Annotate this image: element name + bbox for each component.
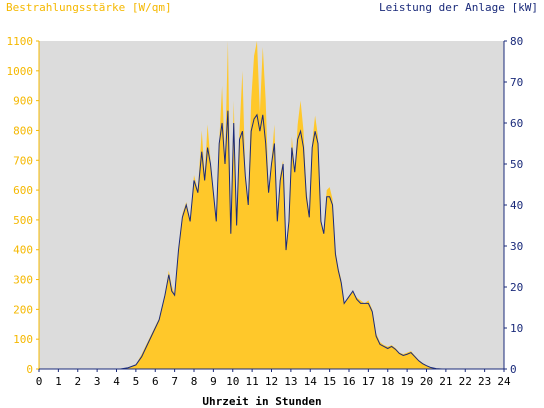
x-tick-label: 7	[171, 375, 178, 388]
right-tick-label: 60	[510, 117, 523, 130]
x-tick-label: 1	[55, 375, 62, 388]
left-tick-label: 800	[13, 124, 33, 137]
right-tick-label: 40	[510, 199, 523, 212]
left-axis-ticks: 0 100 200 300 400 500 600 700 800 900 1000 1100	[7, 35, 39, 376]
x-tick-label: 4	[113, 375, 120, 388]
left-tick-label: 500	[13, 214, 33, 227]
left-tick-label: 900	[13, 95, 33, 108]
right-tick-label: 70	[510, 76, 523, 89]
left-tick-label: 0	[26, 363, 33, 376]
right-tick-label: 10	[510, 322, 523, 335]
left-tick-label: 200	[13, 303, 33, 316]
x-tick-label: 23	[478, 375, 491, 388]
series-layer	[39, 41, 504, 370]
right-axis-ticks: 0 10 20 30 40 50 60 70 80	[504, 35, 523, 376]
left-axis-title: Bestrahlungsstärke [W/qm]	[6, 1, 172, 14]
left-tick-label: 1100	[7, 35, 34, 48]
x-tick-label: 21	[439, 375, 452, 388]
x-tick-label: 8	[191, 375, 198, 388]
x-tick-label: 0	[36, 375, 43, 388]
x-tick-label: 22	[459, 375, 472, 388]
power-line	[39, 110, 504, 370]
x-tick-label: 15	[323, 375, 336, 388]
x-tick-label: 20	[420, 375, 433, 388]
right-axis-title: Leistung der Anlage [kW]	[379, 1, 538, 14]
x-tick-label: 2	[74, 375, 81, 388]
right-tick-label: 20	[510, 281, 523, 294]
left-tick-label: 100	[13, 333, 33, 346]
right-tick-label: 80	[510, 35, 523, 48]
left-tick-label: 700	[13, 154, 33, 167]
x-tick-label: 6	[152, 375, 159, 388]
right-tick-label: 30	[510, 240, 523, 253]
x-tick-label: 5	[133, 375, 140, 388]
x-tick-label: 24	[497, 375, 511, 388]
x-tick-label: 13	[284, 375, 297, 388]
right-tick-label: 0	[510, 363, 517, 376]
left-tick-label: 300	[13, 274, 33, 287]
x-tick-label: 19	[401, 375, 414, 388]
x-axis-label: Uhrzeit in Stunden	[202, 395, 321, 408]
left-tick-label: 600	[13, 184, 33, 197]
x-tick-label: 3	[94, 375, 101, 388]
x-tick-label: 17	[362, 375, 375, 388]
x-tick-label: 11	[246, 375, 259, 388]
x-axis-ticks: 0 1 2 3 4 5 6 7 8 9 10 11 12 13 14 15 16 17 18 19 20 21 22 23 24	[36, 369, 511, 388]
x-tick-label: 9	[210, 375, 217, 388]
irradiance-area	[39, 41, 504, 369]
x-tick-label: 12	[265, 375, 278, 388]
left-tick-label: 400	[13, 244, 33, 257]
right-tick-label: 50	[510, 158, 523, 171]
x-tick-label: 10	[226, 375, 239, 388]
x-tick-label: 18	[381, 375, 394, 388]
left-tick-label: 1000	[7, 65, 34, 78]
x-tick-label: 16	[342, 375, 355, 388]
x-tick-label: 14	[304, 375, 318, 388]
